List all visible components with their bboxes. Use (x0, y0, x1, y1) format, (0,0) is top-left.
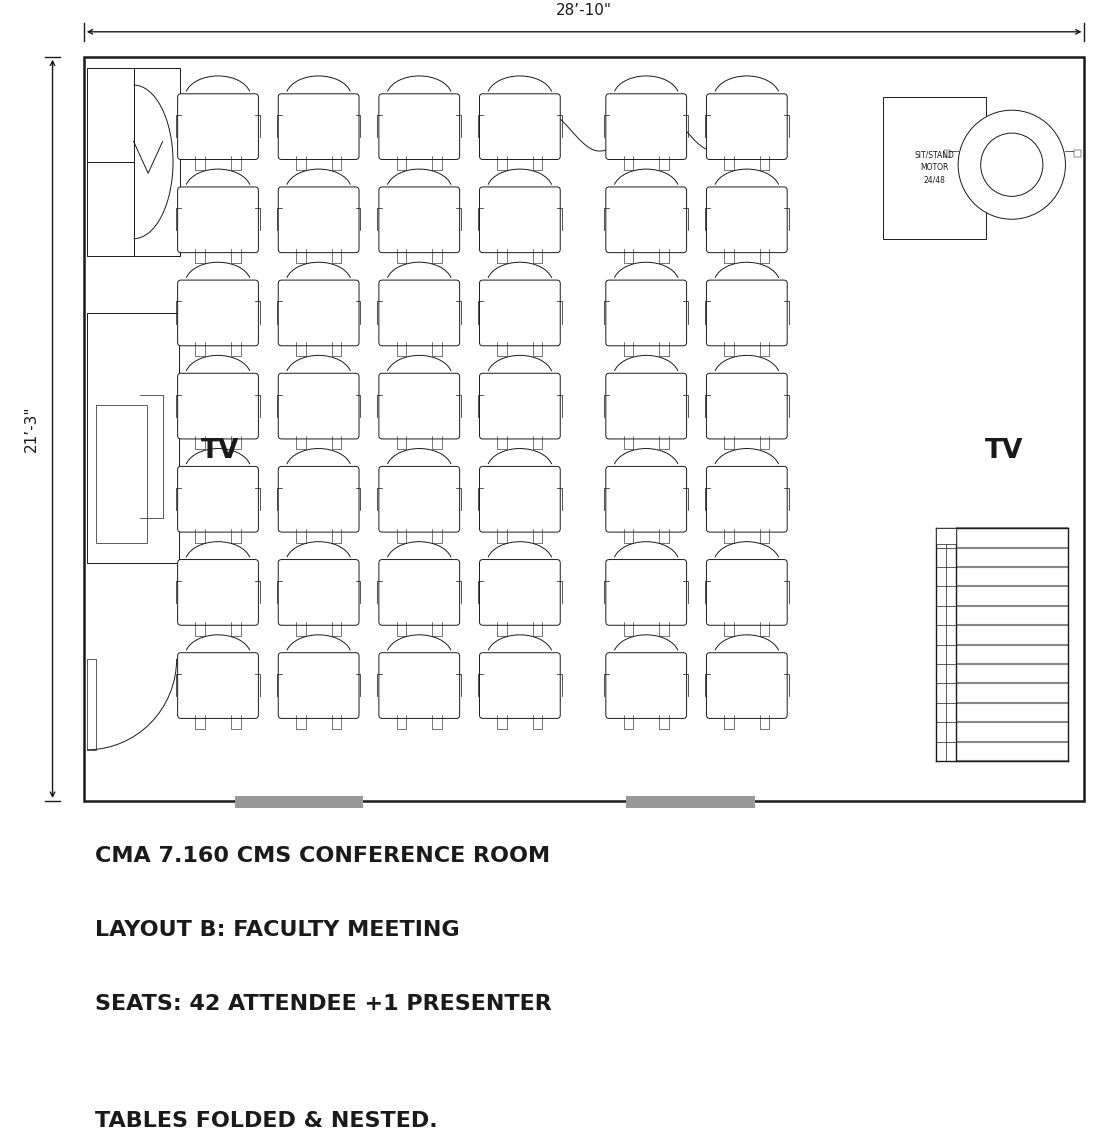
FancyBboxPatch shape (278, 281, 359, 345)
FancyBboxPatch shape (480, 467, 560, 532)
Text: 21’-3": 21’-3" (25, 406, 39, 452)
FancyBboxPatch shape (379, 187, 459, 252)
FancyBboxPatch shape (379, 94, 459, 159)
FancyBboxPatch shape (707, 560, 787, 625)
FancyBboxPatch shape (606, 187, 686, 252)
FancyBboxPatch shape (606, 653, 686, 718)
Text: SIT/STAND
MOTOR
24/48: SIT/STAND MOTOR 24/48 (915, 151, 955, 184)
FancyBboxPatch shape (707, 374, 787, 438)
FancyBboxPatch shape (707, 187, 787, 252)
Bar (944, 150, 950, 157)
Text: TV: TV (201, 438, 239, 465)
FancyBboxPatch shape (606, 281, 686, 345)
FancyBboxPatch shape (178, 374, 258, 438)
FancyBboxPatch shape (278, 374, 359, 438)
Circle shape (980, 133, 1043, 197)
Bar (235, 796, 363, 808)
FancyBboxPatch shape (480, 94, 560, 159)
FancyBboxPatch shape (379, 281, 459, 345)
Bar (883, 97, 986, 239)
Ellipse shape (983, 135, 1041, 194)
FancyBboxPatch shape (480, 281, 560, 345)
Bar (84, 57, 1084, 801)
FancyBboxPatch shape (606, 374, 686, 438)
FancyBboxPatch shape (178, 467, 258, 532)
Text: SEATS: 42 ATTENDEE +1 PRESENTER: SEATS: 42 ATTENDEE +1 PRESENTER (95, 994, 552, 1014)
FancyBboxPatch shape (606, 560, 686, 625)
FancyBboxPatch shape (278, 187, 359, 252)
FancyBboxPatch shape (379, 653, 459, 718)
Bar (87, 659, 96, 750)
Text: TABLES FOLDED & NESTED.: TABLES FOLDED & NESTED. (95, 1111, 437, 1131)
FancyBboxPatch shape (480, 187, 560, 252)
Bar (936, 528, 956, 544)
FancyBboxPatch shape (278, 94, 359, 159)
Text: TV: TV (985, 438, 1023, 465)
FancyBboxPatch shape (379, 560, 459, 625)
Text: CMA 7.160 CMS CONFERENCE ROOM: CMA 7.160 CMS CONFERENCE ROOM (95, 846, 550, 867)
FancyBboxPatch shape (278, 560, 359, 625)
FancyBboxPatch shape (178, 560, 258, 625)
FancyBboxPatch shape (178, 281, 258, 345)
Bar (87, 312, 179, 562)
Bar (96, 406, 146, 543)
FancyBboxPatch shape (707, 94, 787, 159)
FancyBboxPatch shape (707, 281, 787, 345)
Bar (1074, 150, 1081, 157)
FancyBboxPatch shape (178, 187, 258, 252)
FancyBboxPatch shape (480, 653, 560, 718)
FancyBboxPatch shape (606, 94, 686, 159)
FancyBboxPatch shape (707, 467, 787, 532)
FancyBboxPatch shape (606, 467, 686, 532)
FancyBboxPatch shape (178, 653, 258, 718)
FancyBboxPatch shape (278, 467, 359, 532)
Circle shape (958, 110, 1065, 219)
FancyBboxPatch shape (379, 374, 459, 438)
FancyBboxPatch shape (178, 94, 258, 159)
FancyBboxPatch shape (480, 374, 560, 438)
FancyBboxPatch shape (707, 653, 787, 718)
Text: LAYOUT B: FACULTY MEETING: LAYOUT B: FACULTY MEETING (95, 920, 459, 941)
FancyBboxPatch shape (278, 653, 359, 718)
Text: 28’-10": 28’-10" (556, 3, 613, 18)
Bar (626, 796, 755, 808)
Bar (87, 68, 180, 256)
FancyBboxPatch shape (480, 560, 560, 625)
FancyBboxPatch shape (379, 467, 459, 532)
